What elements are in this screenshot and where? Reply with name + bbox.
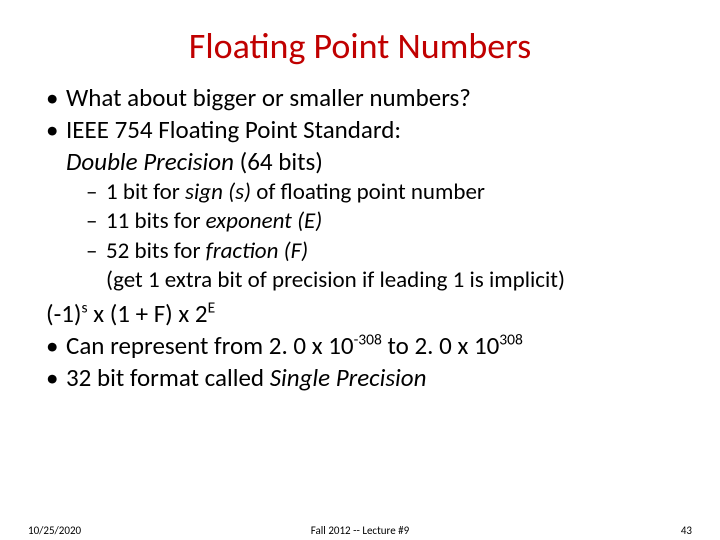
slide-body: What about bigger or smaller numbers? IE… [28,82,692,394]
formula-line: (-1)s x (1 + F) x 2E [46,298,692,330]
italic-text: Double Precision [66,146,234,177]
superscript: -308 [354,330,382,349]
text: (-1) [46,298,82,329]
text: Can represent from 2. 0 x 10 [66,330,354,361]
italic-text: exponent (E) [206,207,323,235]
text: 11 bits for [106,207,206,235]
bullet-2: IEEE 754 Floating Point Standard: [46,114,692,146]
text: to 2. 0 x 10 [382,330,499,361]
text: 52 bits for [106,237,206,265]
subbullet-1: 1 bit for sign (s) of floating point num… [86,178,692,207]
text: of floating point number [251,178,485,206]
footer-page-number: 43 [681,524,692,537]
bullet-1: What about bigger or smaller numbers? [46,82,692,114]
text: (64 bits) [234,146,323,177]
subbullet-3: 52 bits for fraction (F) [86,237,692,266]
subbullet-3-cont: (get 1 extra bit of precision if leading… [106,266,692,295]
italic-text: sign (s) [185,178,251,206]
italic-text: Single Precision [270,362,427,393]
subbullet-2: 11 bits for exponent (E) [86,207,692,236]
bullet-4: 32 bit format called Single Precision [46,362,692,394]
slide-container: Floating Point Numbers What about bigger… [0,0,720,540]
slide-title: Floating Point Numbers [28,24,692,68]
superscript: 308 [499,330,523,349]
italic-text: fraction (F) [206,237,308,265]
text: 32 bit format called [66,362,270,393]
bullet-2-cont: Double Precision (64 bits) [66,146,692,178]
footer-center: Fall 2012 -- Lecture #9 [0,524,720,537]
superscript: E [208,298,216,317]
text: 1 bit for [106,178,185,206]
bullet-3: Can represent from 2. 0 x 10-308 to 2. 0… [46,330,692,362]
text: x (1 + F) x 2 [88,298,208,329]
